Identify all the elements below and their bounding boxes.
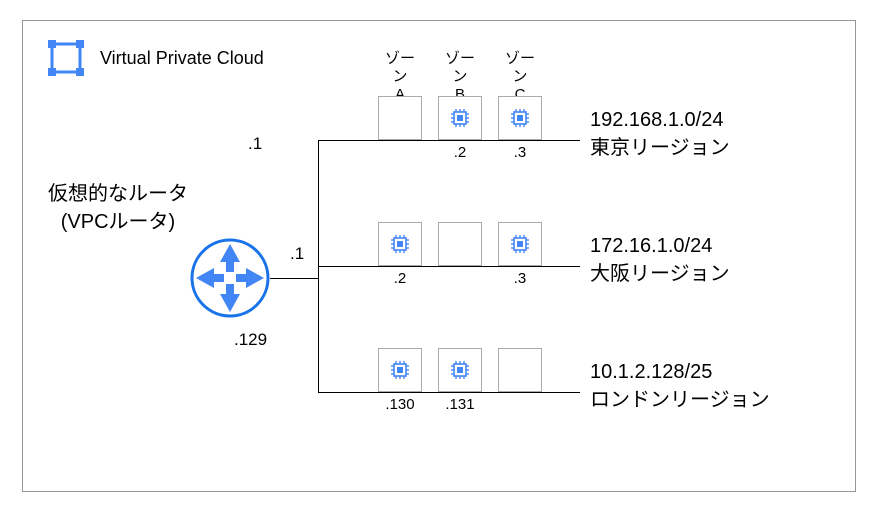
region-label: 172.16.1.0/24大阪リージョン — [590, 232, 730, 288]
region-label: 10.1.2.128/25ロンドンリージョン — [590, 358, 770, 414]
router-icon — [190, 238, 270, 318]
vm-cell — [438, 222, 482, 266]
compute-chip-icon — [389, 359, 411, 381]
compute-chip-icon — [509, 107, 531, 129]
zone-prefix: ゾーン — [498, 50, 542, 86]
router-label-line2: (VPCルータ) — [48, 208, 188, 236]
compute-chip-icon — [449, 359, 471, 381]
vm-ip-label: .130 — [375, 396, 425, 413]
vm-cell — [498, 348, 542, 392]
vm-cell — [378, 348, 422, 392]
region-cidr: 172.16.1.0/24 — [590, 232, 730, 260]
vm-ip-label: .131 — [435, 396, 485, 413]
vm-cell — [498, 222, 542, 266]
vm-cell — [378, 222, 422, 266]
vm-ip-label: .2 — [435, 144, 485, 161]
router-label-line1: 仮想的なルータ — [48, 180, 188, 208]
gateway-ip-label: .129 — [234, 330, 267, 350]
gateway-ip-label: .1 — [248, 134, 262, 154]
gateway-ip-label: .1 — [290, 244, 304, 264]
vm-cell — [438, 96, 482, 140]
router-label: 仮想的なルータ(VPCルータ) — [48, 180, 188, 236]
vm-cell — [498, 96, 542, 140]
region-name: ロンドンリージョン — [590, 386, 770, 414]
vm-ip-label: .3 — [495, 144, 545, 161]
vm-cell — [438, 348, 482, 392]
vm-ip-label: .3 — [495, 270, 545, 287]
compute-chip-icon — [509, 233, 531, 255]
vpc-title: Virtual Private Cloud — [100, 48, 264, 69]
compute-chip-icon — [389, 233, 411, 255]
zone-prefix: ゾーン — [378, 50, 422, 86]
region-cidr: 192.168.1.0/24 — [590, 106, 730, 134]
vm-ip-label: .2 — [375, 270, 425, 287]
region-cidr: 10.1.2.128/25 — [590, 358, 770, 386]
region-name: 大阪リージョン — [590, 260, 730, 288]
zone-prefix: ゾーン — [438, 50, 482, 86]
connector-line — [318, 140, 580, 141]
vpc-header: Virtual Private Cloud — [44, 36, 264, 80]
region-name: 東京リージョン — [590, 134, 730, 162]
vpc-icon — [44, 36, 88, 80]
connector-line — [318, 266, 580, 267]
region-label: 192.168.1.0/24東京リージョン — [590, 106, 730, 162]
connector-line — [270, 278, 318, 279]
connector-line — [318, 392, 580, 393]
vm-cell — [378, 96, 422, 140]
compute-chip-icon — [449, 107, 471, 129]
